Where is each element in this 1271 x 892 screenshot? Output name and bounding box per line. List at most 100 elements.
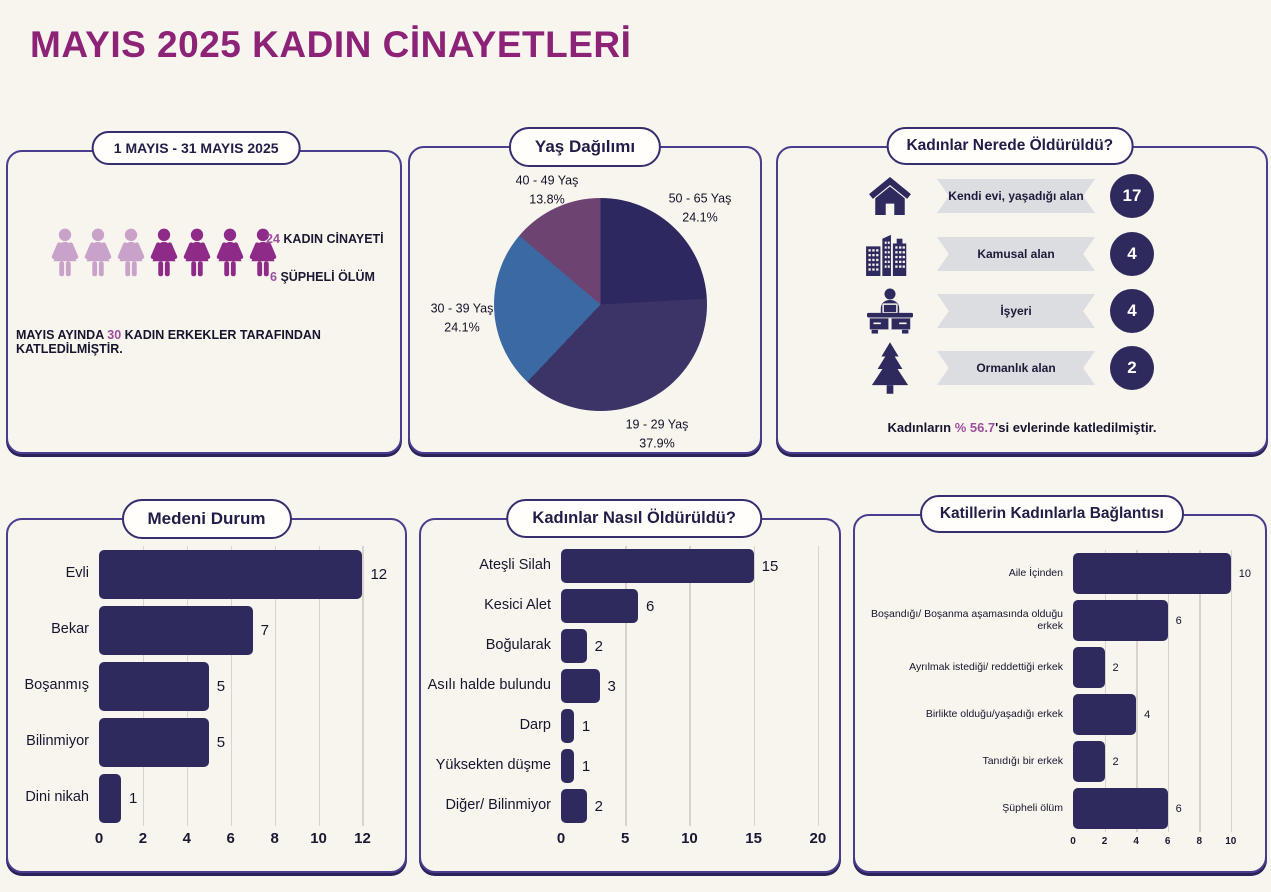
how-killed-bar-chart: Ateşli Silah 15 Kesici Alet 6 Boğularak 2 Asıl… xyxy=(427,546,833,863)
bar-value-label: 3 xyxy=(607,677,616,695)
bar xyxy=(561,789,587,823)
bar xyxy=(561,589,639,623)
pie-label-pct: 24.1% xyxy=(444,320,480,334)
chart-row: Asılı halde bulundu 3 xyxy=(427,666,833,706)
axis-tick-label: 10 xyxy=(1225,836,1237,847)
chart-row: Aile İçinden 10 xyxy=(861,550,1261,597)
woman-figure-icon xyxy=(83,224,113,288)
how-killed-panel: Kadınlar Nasıl Öldürüldü? Ateşli Silah 15… xyxy=(419,499,841,873)
gridline xyxy=(1104,550,1107,832)
bar xyxy=(99,773,121,823)
chart-gridlines xyxy=(1073,550,1245,832)
axis-tick-label: 10 xyxy=(681,830,698,847)
category-label: Şüpheli ölüm xyxy=(1002,801,1063,814)
gridline xyxy=(1230,550,1233,832)
woman-figure-icon xyxy=(116,224,146,288)
chart-row: Boğularak 2 xyxy=(427,626,833,666)
category-label: Bilinmiyor xyxy=(26,733,89,750)
bar xyxy=(561,669,600,703)
x-axis: 0 2 4 6 8 10 xyxy=(1070,836,1245,866)
category-label: Darp xyxy=(519,717,551,734)
category-label: Boşanmış xyxy=(24,677,89,694)
chart-row: Ayrılmak istediği/ reddettiği erkek 2 xyxy=(861,644,1261,691)
summary-panel: 1 MAYIS - 31 MAYIS 2025 24 KADIN CİNAYET… xyxy=(6,131,402,454)
bar xyxy=(561,749,574,783)
pie-label-50-65: 50 - 65 Yaş 24.1% xyxy=(669,189,732,227)
bar-value-label: 6 xyxy=(646,597,655,615)
bar-value-label: 6 xyxy=(1175,802,1182,815)
axis-tick-label: 0 xyxy=(556,830,566,847)
bar-value-label: 12 xyxy=(370,565,388,583)
gridline xyxy=(318,546,321,826)
location-label-banner: Kendi evi, yaşadığı alan xyxy=(937,179,1095,213)
axis-tick-label: 8 xyxy=(1196,836,1203,847)
woman-figure-icon xyxy=(182,224,212,288)
location-row-public: Kamusal alan 4 xyxy=(778,230,1266,278)
suspicious-label: ŞÜPHELİ ÖLÜM xyxy=(280,270,375,284)
location-row-workplace: İşyeri 4 xyxy=(778,287,1266,335)
where-panel-pill: Kadınlar Nerede Öldürüldü? xyxy=(886,127,1134,165)
age-distribution-panel: Yaş Dağılımı 40 - 49 Yaş 13.8% 50 - 65 Y… xyxy=(408,127,762,454)
axis-tick-label: 2 xyxy=(138,830,148,847)
chart-row: Ateşli Silah 15 xyxy=(427,546,833,586)
bar xyxy=(99,605,253,655)
location-label-banner: Kamusal alan xyxy=(937,237,1095,271)
home-percentage-note: Kadınların % 56.7'si evlerinde katledilm… xyxy=(778,420,1266,435)
x-axis: 0 5 10 15 20 xyxy=(557,830,826,860)
location-row-forest: Ormanlık alan 2 xyxy=(778,344,1266,392)
bar-value-label: 1 xyxy=(581,717,591,735)
category-label: Tanıdığı bir erkek xyxy=(982,754,1063,767)
axis-tick-label: 6 xyxy=(1164,836,1171,847)
killers-panel-pill: Katillerin Kadınlarla Bağlantısı xyxy=(919,495,1184,533)
gridline xyxy=(1136,550,1138,832)
gridline xyxy=(274,546,277,826)
woman-figure-icon xyxy=(50,224,80,288)
bar-value-label: 2 xyxy=(594,637,604,655)
bar xyxy=(1073,788,1168,829)
suspicious-count: 6 xyxy=(270,270,277,284)
category-label: Birlikte olduğu/yaşadığı erkek xyxy=(925,707,1063,720)
statement-number: 30 xyxy=(107,328,122,342)
statement-post: KADIN ERKEKLER TARAFINDAN KATLEDİLMİŞTİR… xyxy=(16,328,321,356)
x-axis: 0 2 4 6 8 10 12 xyxy=(95,830,391,860)
axis-tick-label: 0 xyxy=(94,830,104,847)
bar xyxy=(99,717,209,767)
bar xyxy=(1073,600,1168,641)
date-range-pill: 1 MAYIS - 31 MAYIS 2025 xyxy=(91,131,301,165)
femicide-count-line: 24 KADIN CİNAYETİ xyxy=(266,232,384,246)
pine-tree-icon xyxy=(864,342,916,394)
bar-value-label: 2 xyxy=(1112,661,1119,674)
chart-row: Tanıdığı bir erkek 2 xyxy=(861,738,1261,785)
bar xyxy=(561,629,587,663)
category-label: Evli xyxy=(65,565,89,582)
bar xyxy=(99,549,363,599)
house-icon xyxy=(864,176,916,216)
chart-row: Evli 12 xyxy=(14,546,401,602)
pie-label-30-39: 30 - 39 Yaş 24.1% xyxy=(431,299,494,337)
bar xyxy=(1073,694,1137,735)
category-label: Boşandığı/ Boşanma aşamasında olduğu erk… xyxy=(870,607,1063,632)
bar-value-label: 5 xyxy=(216,677,226,695)
bar-value-label: 2 xyxy=(594,797,604,815)
note-pre: Kadınların xyxy=(887,420,952,435)
marital-panel-pill: Medeni Durum xyxy=(121,499,292,539)
page-title: MAYIS 2025 KADIN CİNAYETLERİ xyxy=(30,24,632,65)
how-panel-pill: Kadınlar Nasıl Öldürüldü? xyxy=(506,499,762,538)
gridline xyxy=(230,546,233,826)
bar xyxy=(561,709,574,743)
gridline xyxy=(1199,550,1201,832)
chart-row: Şüpheli ölüm 6 xyxy=(861,785,1261,832)
category-label: Asılı halde bulundu xyxy=(427,677,551,694)
axis-tick-label: 0 xyxy=(1070,836,1076,847)
gridline xyxy=(1167,550,1170,832)
statement-pre: MAYIS AYINDA xyxy=(16,328,104,342)
gridline xyxy=(362,546,364,826)
pie-label-text: 19 - 29 Yaş xyxy=(625,417,689,432)
chart-row: Bilinmiyor 5 xyxy=(14,714,401,770)
category-label: Kesici Alet xyxy=(484,597,551,614)
office-desk-icon xyxy=(864,288,916,334)
gridline xyxy=(689,546,691,826)
location-count-badge: 2 xyxy=(1110,346,1154,390)
monthly-statement: MAYIS AYINDA 30 KADIN ERKEKLER TARAFINDA… xyxy=(16,328,394,356)
location-count-badge: 4 xyxy=(1110,232,1154,276)
